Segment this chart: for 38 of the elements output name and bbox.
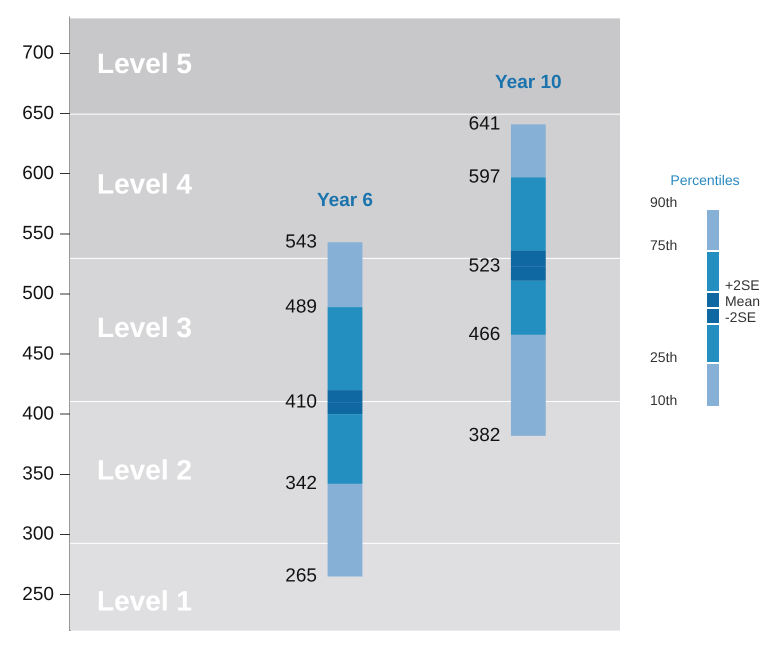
- bar: [328, 414, 362, 484]
- bar: [510, 280, 546, 335]
- bar: [510, 177, 546, 251]
- x-tick-label: Year 10: [495, 72, 562, 94]
- annotation: 466: [468, 324, 500, 346]
- annotation: 489: [285, 296, 317, 318]
- y-tick-label: 450: [22, 343, 54, 364]
- text: Percentiles: [669, 172, 741, 188]
- annotation: 410: [285, 391, 317, 412]
- annotation: 342: [285, 473, 317, 494]
- text: -2SE: [725, 309, 756, 325]
- bar: [328, 242, 362, 308]
- annotation: 523: [468, 256, 500, 277]
- bar: [510, 124, 546, 178]
- y-tick-label: 300: [22, 524, 54, 545]
- text: 10th: [650, 392, 678, 408]
- text: 25th: [650, 349, 678, 365]
- bar: [328, 484, 362, 576]
- bar: [328, 307, 362, 390]
- text: Mean: [725, 293, 760, 309]
- annotation: 543: [285, 231, 317, 252]
- annotation: 265: [285, 566, 317, 587]
- y-tick-label: 250: [22, 584, 54, 605]
- text: +2SE: [725, 277, 760, 293]
- y-tick-label: 650: [22, 102, 54, 124]
- x-tick-label: Year 6: [317, 190, 373, 211]
- y-tick-label: 400: [22, 403, 54, 424]
- text: 90th: [650, 194, 678, 210]
- text: 75th: [650, 237, 678, 253]
- annotation: 641: [468, 114, 500, 135]
- annotation: 597: [468, 166, 500, 188]
- y-tick-label: 350: [22, 464, 54, 485]
- y-tick-label: 700: [22, 42, 54, 64]
- annotation: 382: [468, 425, 500, 446]
- y-tick-label: 500: [22, 283, 54, 304]
- bar: [510, 334, 546, 436]
- y-tick-label: 550: [22, 223, 54, 244]
- y-tick-label: 600: [22, 162, 54, 184]
